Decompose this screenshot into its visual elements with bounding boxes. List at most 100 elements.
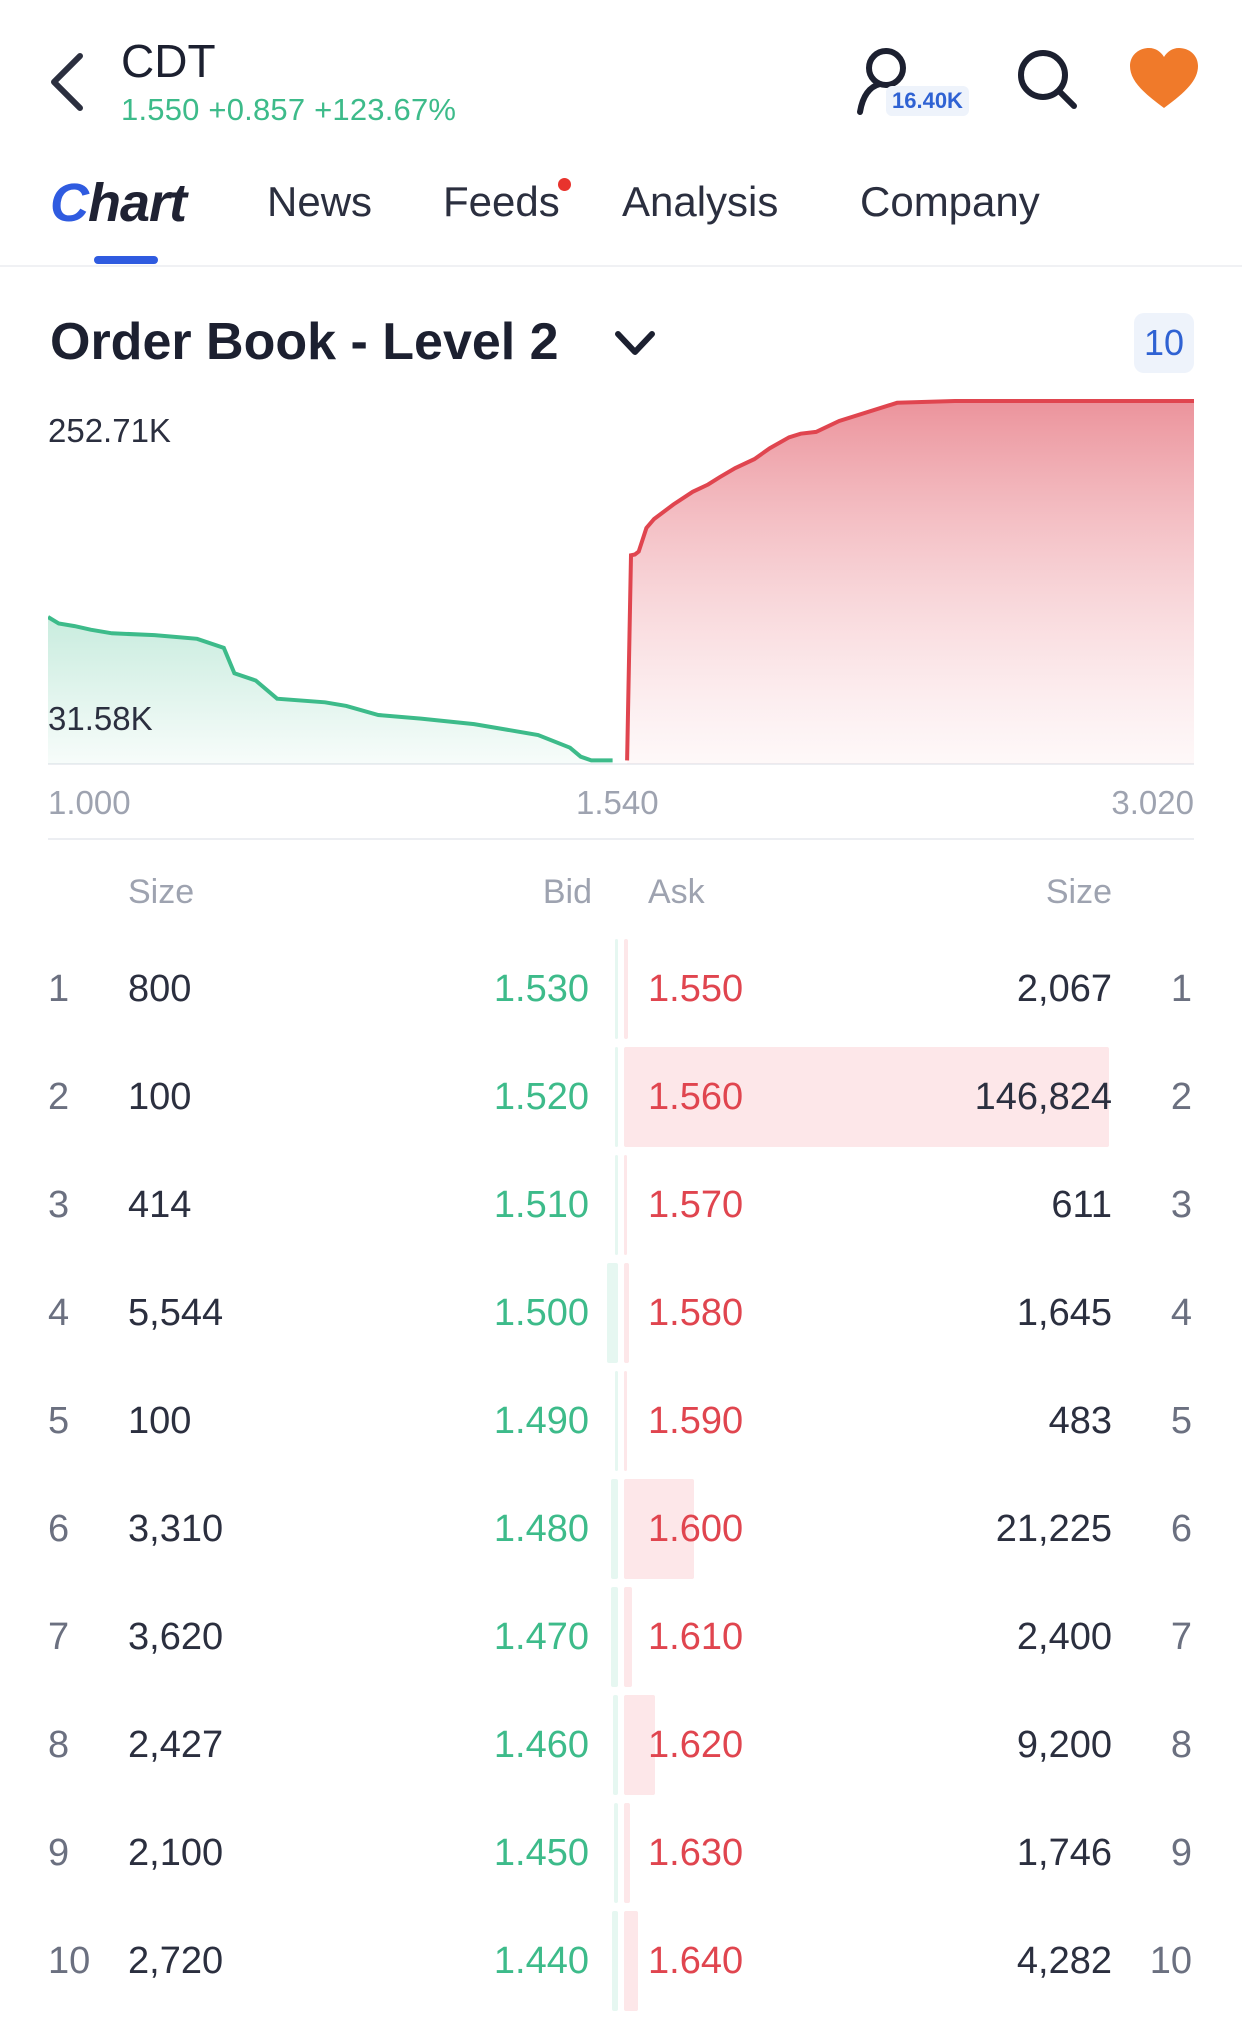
ask-rank: 9 xyxy=(1170,1832,1192,1874)
bid-rank: 10 xyxy=(48,1940,91,1982)
order-book-row[interactable]: 2 100 1.520 1.560 146,824 2 xyxy=(0,1043,1242,1151)
order-book-row[interactable]: 7 3,620 1.470 1.610 2,400 7 xyxy=(0,1583,1242,1691)
bid-size: 2,427 xyxy=(128,1724,224,1766)
tab-feeds[interactable]: Feeds xyxy=(443,178,560,225)
ask-price: 1.600 xyxy=(648,1508,744,1550)
bid-volume-bar xyxy=(615,1371,618,1471)
followers-count: 16.40K xyxy=(886,86,969,116)
ask-volume-bar xyxy=(624,1479,695,1579)
ticker-symbol: CDT xyxy=(121,35,216,87)
bid-size: 800 xyxy=(128,968,192,1010)
tab-chart-first-letter: C xyxy=(50,173,89,233)
search-button[interactable] xyxy=(1014,46,1080,112)
chart-divider xyxy=(48,838,1194,840)
ask-price: 1.570 xyxy=(648,1184,744,1226)
bid-size: 3,310 xyxy=(128,1508,224,1550)
ask-price: 1.590 xyxy=(648,1400,744,1442)
ask-rank: 1 xyxy=(1170,968,1192,1010)
bid-price: 1.460 xyxy=(493,1724,589,1766)
bid-depth-line xyxy=(48,615,613,763)
bid-size: 2,720 xyxy=(128,1940,224,1982)
heart-icon xyxy=(1130,48,1198,108)
ask-price: 1.630 xyxy=(648,1832,744,1874)
bid-price: 1.490 xyxy=(493,1400,589,1442)
ask-depth-area xyxy=(627,401,1194,764)
ask-size: 1,645 xyxy=(1016,1292,1112,1334)
depth-mid-label: 31.58K xyxy=(48,700,153,737)
bid-depth-area xyxy=(48,617,613,764)
favorite-button[interactable] xyxy=(1128,46,1200,112)
ask-volume-bar xyxy=(624,939,628,1039)
tab-analysis[interactable]: Analysis xyxy=(622,178,779,225)
depth-chart xyxy=(48,399,1194,765)
ask-rank: 3 xyxy=(1170,1184,1192,1226)
ask-size: 4,282 xyxy=(1016,1940,1112,1982)
ask-size: 2,067 xyxy=(1016,968,1112,1010)
depth-selector[interactable]: 10 xyxy=(1134,313,1194,373)
order-book-row[interactable]: 10 2,720 1.440 1.640 4,282 10 xyxy=(0,1907,1242,2015)
order-book-row[interactable]: 4 5,544 1.500 1.580 1,645 4 xyxy=(0,1259,1242,1367)
order-book-row[interactable]: 8 2,427 1.460 1.620 9,200 8 xyxy=(0,1691,1242,1799)
bid-rank: 1 xyxy=(48,968,70,1010)
tab-news[interactable]: News xyxy=(267,178,373,225)
bid-size: 2,100 xyxy=(128,1832,224,1874)
tab-chart-rest: hart xyxy=(88,173,187,233)
ask-price: 1.620 xyxy=(648,1724,744,1766)
ask-header: Ask xyxy=(648,873,705,911)
feeds-notification-dot xyxy=(558,178,571,191)
bid-rank: 8 xyxy=(48,1724,70,1766)
bid-rank: 9 xyxy=(48,1832,70,1874)
bid-rank: 5 xyxy=(48,1400,70,1442)
bid-size: 414 xyxy=(128,1184,192,1226)
bid-price: 1.510 xyxy=(493,1184,589,1226)
bid-volume-bar xyxy=(612,1911,618,2011)
bid-volume-bar xyxy=(615,1047,618,1147)
tab-company[interactable]: Company xyxy=(860,178,1040,225)
ask-rank: 8 xyxy=(1170,1724,1192,1766)
back-button[interactable] xyxy=(40,40,100,120)
ask-volume-bar xyxy=(624,1047,1109,1147)
ask-price: 1.580 xyxy=(648,1292,744,1334)
ask-size: 483 xyxy=(1048,1400,1112,1442)
bid-rank: 2 xyxy=(48,1076,70,1118)
ask-volume-bar xyxy=(624,1803,630,1903)
x-tick-max: 3.020 xyxy=(1111,784,1194,821)
bid-size: 100 xyxy=(128,1076,192,1118)
bid-rank: 3 xyxy=(48,1184,70,1226)
order-book-row[interactable]: 9 2,100 1.450 1.630 1,746 9 xyxy=(0,1799,1242,1907)
tabs-divider xyxy=(0,265,1242,267)
ask-size: 1,746 xyxy=(1016,1832,1112,1874)
section-dropdown[interactable] xyxy=(612,326,658,362)
bid-rank: 6 xyxy=(48,1508,70,1550)
ask-price: 1.560 xyxy=(648,1076,744,1118)
search-icon xyxy=(1018,50,1077,109)
followers-button[interactable]: 16.40K xyxy=(850,42,980,122)
x-tick-mid: 1.540 xyxy=(576,784,659,821)
price-change: 1.550 +0.857 +123.67% xyxy=(121,92,457,127)
bid-price: 1.440 xyxy=(493,1940,589,1982)
bid-volume-bar xyxy=(615,939,618,1039)
ask-size: 611 xyxy=(1051,1184,1112,1226)
bid-size-header: Size xyxy=(128,873,195,911)
tab-chart[interactable]: Chart xyxy=(50,172,187,234)
depth-max-label: 252.71K xyxy=(48,412,171,449)
bid-price: 1.470 xyxy=(493,1616,589,1658)
ask-rank: 10 xyxy=(1149,1940,1192,1982)
order-book-row[interactable]: 5 100 1.490 1.590 483 5 xyxy=(0,1367,1242,1475)
bid-price: 1.520 xyxy=(493,1076,589,1118)
order-book-row[interactable]: 6 3,310 1.480 1.600 21,225 6 xyxy=(0,1475,1242,1583)
ask-price: 1.640 xyxy=(648,1940,744,1982)
order-book-row[interactable]: 1 800 1.530 1.550 2,067 1 xyxy=(0,935,1242,1043)
ask-rank: 5 xyxy=(1170,1400,1192,1442)
bid-rank: 7 xyxy=(48,1616,70,1658)
bid-price: 1.530 xyxy=(493,968,589,1010)
ask-size: 146,824 xyxy=(974,1076,1112,1118)
bid-size: 5,544 xyxy=(128,1292,224,1334)
ask-volume-bar xyxy=(624,1911,639,2011)
ask-rank: 4 xyxy=(1170,1292,1192,1334)
bid-price: 1.500 xyxy=(493,1292,589,1334)
order-book-row[interactable]: 3 414 1.510 1.570 611 3 xyxy=(0,1151,1242,1259)
order-book-title[interactable]: Order Book - Level 2 xyxy=(50,313,559,371)
chevron-left-icon xyxy=(51,53,83,111)
ask-depth-line xyxy=(625,399,1194,761)
